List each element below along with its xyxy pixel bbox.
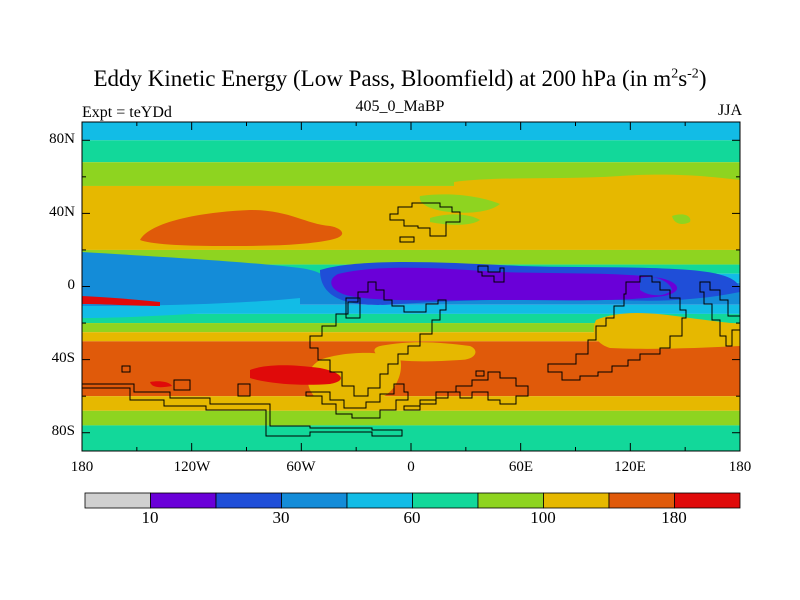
season-label: JJA — [717, 102, 742, 119]
coastline-east-islands — [699, 281, 740, 347]
eke-yellow-atlantic — [374, 342, 476, 362]
coastline-west-pacific — [345, 297, 361, 319]
eke-band-0 — [82, 122, 740, 141]
eke-band-8 — [82, 304, 740, 314]
x-tick-label-180w: 180 — [70, 459, 94, 475]
colorbar-label-100: 100 — [530, 508, 556, 527]
eke-minimum-east — [640, 276, 672, 296]
coastline-africa-south — [309, 281, 447, 397]
colorbar-box-7 — [543, 492, 610, 509]
colorbar-label-180: 180 — [661, 508, 687, 527]
eke-tropical-minimum — [331, 267, 678, 301]
eke-tropical-west — [82, 252, 331, 306]
eke-band-1 — [82, 140, 740, 163]
chart-title: Eddy Kinetic Energy (Low Pass, Bloomfiel… — [93, 66, 707, 91]
x-tick-label-120e: 120E — [614, 459, 646, 475]
coastline-asia-east — [477, 265, 505, 283]
x-tick-label-60w: 60W — [286, 459, 316, 475]
axis-ticks — [81, 122, 741, 451]
coastline-africa-east — [403, 371, 529, 411]
coastline-small-island — [475, 370, 485, 377]
run-label: 405_0_MaBP — [355, 98, 445, 115]
y-tick-label-0: 0 — [67, 277, 76, 293]
eke-field — [82, 122, 740, 451]
colorbar-box-4 — [346, 492, 413, 509]
coastline-antarctic — [82, 383, 403, 437]
eke-yellow-south-atlantic — [307, 352, 402, 402]
colorbar — [84, 492, 741, 509]
eke-band-9 — [82, 313, 740, 324]
y-tick-label-80n: 80N — [49, 131, 75, 147]
eke-max-south-small — [150, 381, 172, 388]
eke-band-10 — [82, 323, 740, 333]
coastline-island-w2 — [173, 379, 191, 391]
x-tick-label-120w: 120W — [173, 459, 211, 475]
x-tick-label-0: 0 — [407, 459, 415, 475]
coastline-outline — [82, 202, 740, 437]
y-tick-label-80s: 80S — [51, 423, 75, 439]
x-tick-label-60e: 60E — [508, 459, 534, 475]
colorbar-box-9 — [674, 492, 741, 509]
y-tick-label-40n: 40N — [49, 204, 75, 220]
eke-spot-west — [82, 296, 160, 306]
eke-band-14 — [82, 410, 740, 426]
eke-storm-track-north — [140, 210, 343, 246]
colorbar-box-5 — [412, 492, 479, 509]
eke-green-europe — [430, 214, 480, 225]
eke-green-spot — [672, 214, 691, 224]
coastline-island — [399, 236, 415, 243]
eke-green-north-europe — [419, 194, 500, 213]
eke-band-13 — [82, 396, 740, 411]
coastline-africa-tip — [305, 383, 409, 419]
eke-yellow-east — [593, 313, 740, 349]
experiment-label: Expt = teYDd — [82, 104, 172, 121]
x-tick-label-180e: 180 — [728, 459, 752, 475]
colorbar-box-2 — [215, 492, 282, 509]
colorbar-label-30: 30 — [272, 508, 290, 527]
coastline-australia — [547, 275, 687, 381]
coastline-island-w — [237, 383, 251, 397]
colorbar-box-8 — [608, 492, 675, 509]
coastline-africa-north — [389, 202, 461, 237]
colorbar-label-60: 60 — [403, 508, 421, 527]
eke-band-11 — [82, 332, 740, 342]
colorbar-box-0 — [84, 492, 151, 509]
eke-yellow-north-ridge — [454, 174, 740, 196]
eke-max-south — [250, 365, 341, 385]
colorbar-label-10: 10 — [141, 508, 159, 527]
colorbar-box-6 — [477, 492, 544, 509]
colorbar-box-3 — [281, 492, 348, 509]
colorbar-box-1 — [150, 492, 217, 509]
y-tick-label-40s: 40S — [51, 350, 75, 366]
eke-band-4 — [82, 249, 740, 265]
coastline-island-w3 — [121, 365, 131, 373]
